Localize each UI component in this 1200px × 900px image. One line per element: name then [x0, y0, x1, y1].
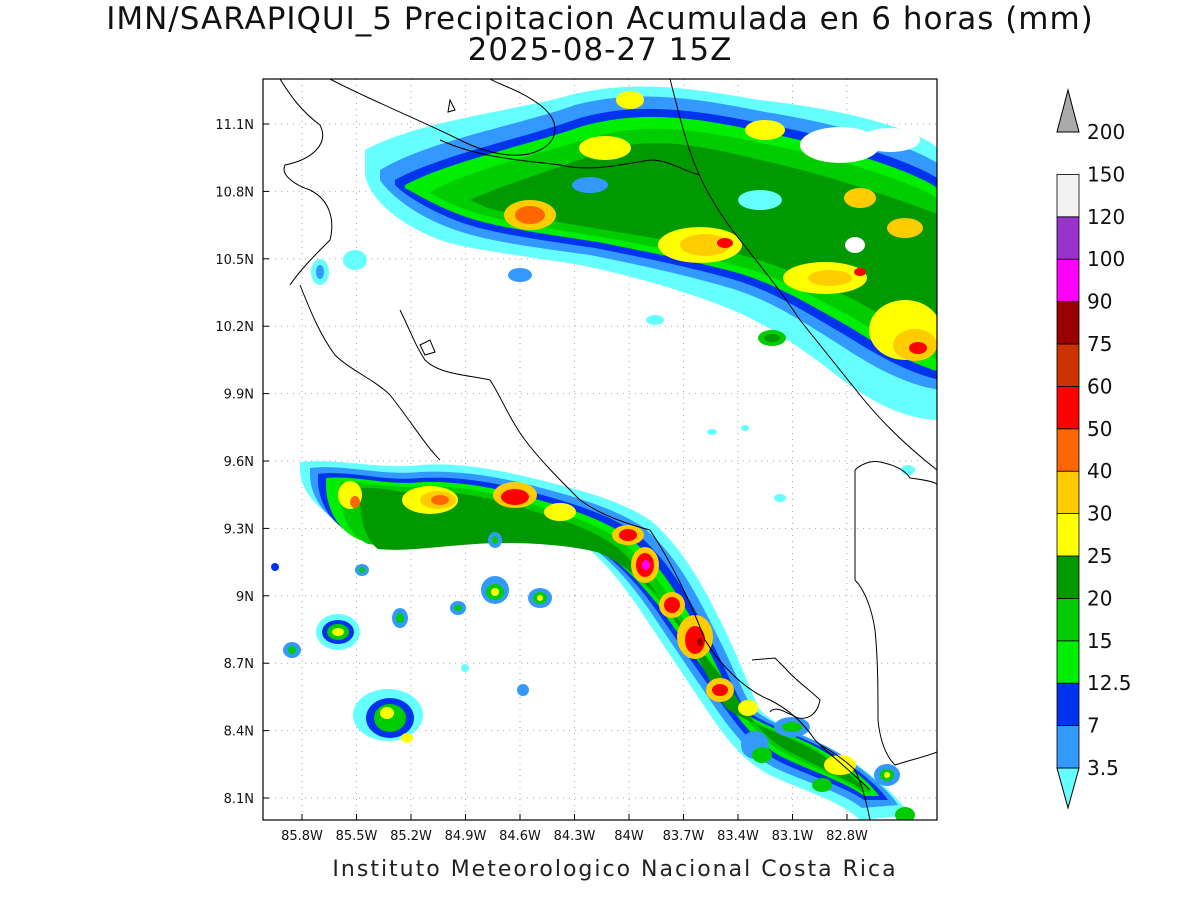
precip-north-band — [311, 86, 937, 420]
y-tick-label: 10.8N — [215, 185, 254, 200]
y-axis-ticks: 11.1N 10.8N 10.5N 10.2N 9.9N 9.6N 9.3N 9N 8.7N 8.… — [215, 118, 269, 807]
colorbar-label: 15 — [1087, 629, 1112, 653]
colorbar-label: 12.5 — [1087, 671, 1132, 695]
y-tick-label: 8.4N — [224, 725, 254, 740]
x-tick-label: 85.5W — [336, 829, 378, 844]
colorbar-swatch — [1056, 725, 1080, 769]
colorbar-label: 100 — [1087, 247, 1125, 271]
y-tick-label: 8.7N — [224, 657, 254, 672]
map-title: IMN/SARAPIQUI_5 Precipitacion Acumulada … — [106, 1, 1094, 37]
colorbar-swatch — [1056, 470, 1080, 515]
colorbar-label: 75 — [1087, 332, 1112, 356]
x-tick-label: 83.7W — [663, 829, 705, 844]
y-tick-label: 10.2N — [215, 320, 254, 335]
y-tick-label: 9.9N — [224, 388, 254, 403]
colorbar-swatch — [1056, 173, 1080, 218]
colorbar-label: 150 — [1087, 162, 1125, 186]
y-tick-label: 10.5N — [215, 253, 254, 268]
y-tick-label: 9N — [236, 590, 254, 605]
colorbar-swatch — [1056, 598, 1080, 642]
y-tick-label: 9.3N — [224, 522, 254, 537]
x-tick-label: 83.4W — [717, 829, 759, 844]
colorbar-swatch — [1056, 682, 1080, 727]
colorbar-label: 7 — [1087, 714, 1100, 738]
precip-south-band — [300, 461, 910, 820]
x-tick-label: 84.3W — [554, 829, 596, 844]
coastlines — [279, 79, 937, 820]
x-tick-label: 84W — [614, 829, 644, 844]
plot-frame — [262, 78, 938, 821]
colorbar-swatch — [1056, 428, 1080, 472]
colorbar: 3.5 7 12.5 15 20 25 30 40 50 60 75 90 100 120 150 200 — [1056, 88, 1132, 810]
x-tick-label: 83.1W — [772, 829, 814, 844]
colorbar-swatch — [1056, 301, 1080, 345]
footer-credit: Instituto Meteorologico Nacional Costa R… — [332, 857, 898, 882]
colorbar-top-arrow — [1056, 88, 1080, 133]
precip-isolated-cells — [271, 425, 915, 820]
colorbar-swatch — [1056, 343, 1080, 387]
colorbar-label: 20 — [1087, 586, 1112, 610]
colorbar-label: 60 — [1087, 374, 1112, 398]
colorbar-label: 50 — [1087, 417, 1112, 441]
colorbar-swatch — [1056, 258, 1080, 303]
y-tick-label: 9.6N — [224, 455, 254, 470]
colorbar-swatch — [1056, 513, 1080, 557]
colorbar-label: 120 — [1087, 205, 1125, 229]
colorbar-swatch — [1056, 555, 1080, 599]
colorbar-swatch — [1056, 385, 1080, 430]
map-subtitle: 2025-08-27 15Z — [467, 32, 733, 68]
x-tick-label: 84.9W — [445, 829, 487, 844]
colorbar-label: 30 — [1087, 502, 1112, 526]
colorbar-label: 90 — [1087, 290, 1112, 314]
colorbar-label: 3.5 — [1087, 756, 1119, 780]
colorbar-label: 25 — [1087, 544, 1112, 568]
x-tick-label: 82.8W — [826, 829, 868, 844]
colorbar-swatch — [1056, 216, 1080, 260]
colorbar-bottom-arrow — [1056, 767, 1080, 810]
precipitation-field — [271, 86, 937, 820]
x-tick-label: 84.6W — [499, 829, 541, 844]
colorbar-label: 40 — [1087, 459, 1112, 483]
colorbar-label: 200 — [1087, 120, 1125, 144]
y-tick-label: 11.1N — [215, 118, 254, 133]
x-tick-label: 85.8W — [281, 829, 323, 844]
x-tick-label: 85.2W — [390, 829, 432, 844]
colorbar-swatch — [1056, 640, 1080, 684]
y-tick-label: 8.1N — [224, 792, 254, 807]
x-axis-ticks: 85.8W 85.5W 85.2W 84.9W 84.6W 84.3W 84W 83.7W 83… — [281, 814, 868, 844]
